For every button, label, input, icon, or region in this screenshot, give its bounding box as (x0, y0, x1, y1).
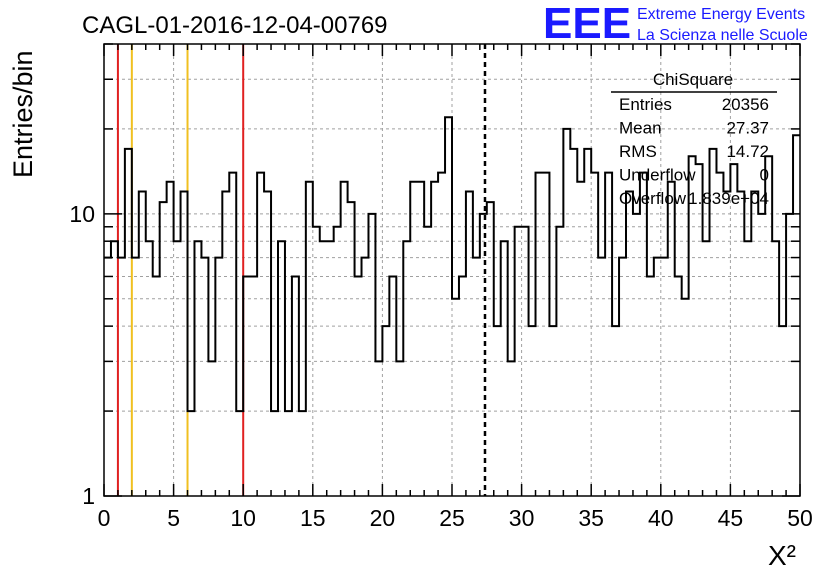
x-tick-label: 50 (787, 505, 813, 531)
x-tick-label: 30 (509, 505, 535, 531)
x-tick-label: 45 (718, 505, 744, 531)
x-tick-label: 5 (167, 505, 180, 531)
y-tick-label: 1 (82, 483, 95, 509)
stats-value: 27.37 (726, 119, 769, 138)
stats-label: Overflow (619, 189, 687, 208)
stats-box: ChiSquare Entries 20356 Mean 27.37 RMS 14.72 U… (611, 70, 777, 208)
logo-line-1: Extreme Energy Events (637, 6, 805, 23)
stats-label: Entries (619, 95, 672, 114)
x-tick-label: 10 (230, 505, 256, 531)
x-tick-label: 40 (648, 505, 674, 531)
stats-label: Mean (619, 119, 662, 138)
stats-label: RMS (619, 142, 657, 161)
x-tick-label: 25 (439, 505, 465, 531)
histogram-series (104, 116, 800, 413)
stats-value: 1.839e+04 (688, 189, 769, 208)
chart-title: CAGL-01-2016-12-04-00769 (82, 12, 388, 39)
reference-lines (116, 44, 487, 496)
stats-label: Underflow (619, 166, 696, 185)
logo-line-2: La Scienza nelle Scuole (637, 27, 808, 44)
x-axis-ticks: 0 5 10 15 20 25 30 35 40 45 50 (98, 44, 813, 531)
x-tick-label: 0 (98, 505, 111, 531)
x-axis-label: X² (768, 540, 796, 571)
y-tick-label: 10 (69, 201, 95, 227)
stats-value: 14.72 (726, 142, 769, 161)
y-axis-ticks: 1 10 (69, 43, 800, 509)
x-tick-label: 35 (578, 505, 604, 531)
stats-value: 20356 (722, 95, 769, 114)
stats-title: ChiSquare (653, 70, 733, 89)
y-axis-label: Entries/bin (8, 50, 38, 178)
eee-logo-mark: EEE (543, 0, 631, 48)
stats-value: 0 (760, 166, 769, 185)
x-tick-label: 15 (300, 505, 326, 531)
x-tick-label: 20 (370, 505, 396, 531)
